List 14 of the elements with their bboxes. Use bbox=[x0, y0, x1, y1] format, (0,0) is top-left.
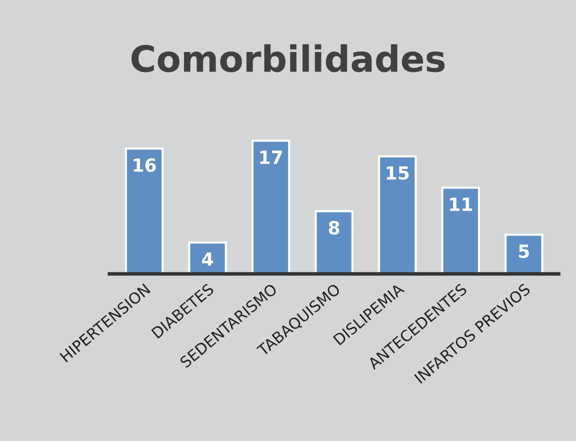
bar bbox=[441, 186, 480, 274]
data-label: 4 bbox=[202, 252, 213, 266]
data-label: 11 bbox=[450, 198, 472, 211]
bar bbox=[124, 148, 164, 274]
chart-title: Comorbilidades bbox=[132, 44, 445, 72]
data-label: 16 bbox=[134, 158, 156, 172]
data-label: 15 bbox=[386, 166, 409, 180]
data-label: 17 bbox=[260, 150, 282, 164]
data-label: 8 bbox=[328, 220, 340, 235]
bar bbox=[314, 210, 354, 274]
bar bbox=[378, 155, 417, 274]
data-label: 5 bbox=[519, 244, 529, 258]
bar bbox=[504, 234, 544, 274]
bar bbox=[251, 140, 290, 274]
